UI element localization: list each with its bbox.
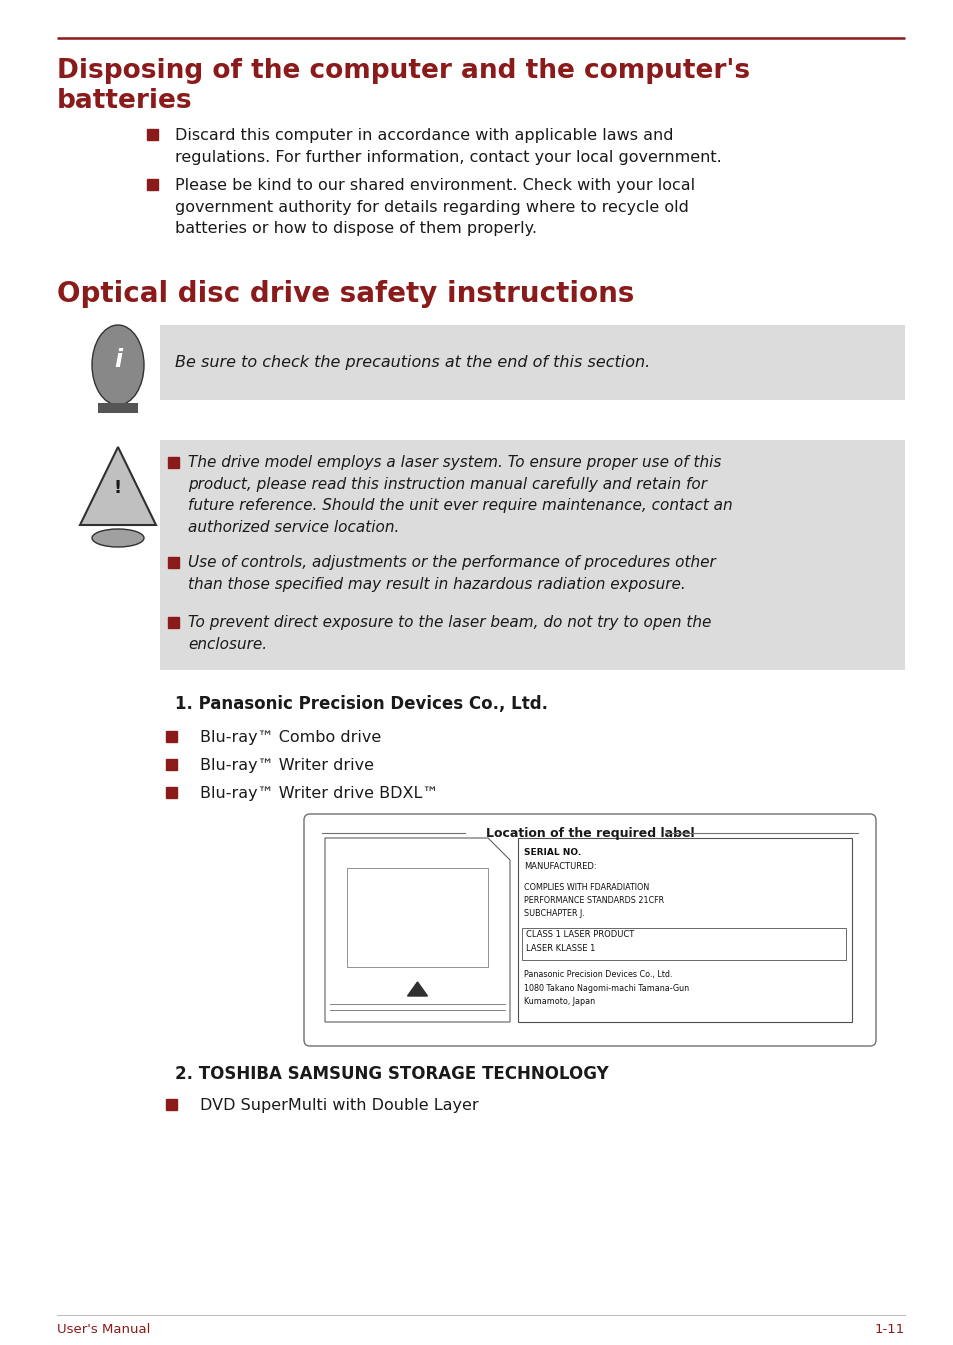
Text: User's Manual: User's Manual [57,1323,151,1336]
Bar [169,456,179,468]
Text: Blu-ray™ Writer drive: Blu-ray™ Writer drive [200,759,374,773]
Text: 1-11: 1-11 [874,1323,904,1336]
Polygon shape [325,838,510,1022]
Text: 1080 Takano Nagomi-machi Tamana-Gun: 1080 Takano Nagomi-machi Tamana-Gun [523,985,688,993]
Text: LASER KLASSE 1: LASER KLASSE 1 [525,944,595,954]
Text: batteries: batteries [57,87,193,114]
Text: Use of controls, adjustments or the performance of procedures other
than those s: Use of controls, adjustments or the perf… [188,555,715,592]
Text: 1. Panasonic Precision Devices Co., Ltd.: 1. Panasonic Precision Devices Co., Ltd. [174,695,547,713]
Text: Discard this computer in accordance with applicable laws and
regulations. For fu: Discard this computer in accordance with… [174,128,721,164]
Text: The drive model employs a laser system. To ensure proper use of this
product, pl: The drive model employs a laser system. … [188,455,732,535]
Bar [521,928,845,960]
Text: PERFORMANCE STANDARDS 21CFR: PERFORMANCE STANDARDS 21CFR [523,896,663,905]
Bar [160,440,904,670]
Bar [347,868,488,967]
Text: Panasonic Precision Devices Co., Ltd.: Panasonic Precision Devices Co., Ltd. [523,970,672,979]
Polygon shape [80,447,156,525]
Bar [167,787,177,798]
Text: !: ! [113,479,122,498]
Text: SUBCHAPTER J.: SUBCHAPTER J. [523,909,584,919]
Bar [160,325,904,399]
Text: i: i [113,348,122,373]
Bar [167,1099,177,1110]
Text: Location of the required label: Location of the required label [485,826,694,839]
Bar [98,404,138,413]
FancyBboxPatch shape [304,814,875,1046]
Text: SERIAL NO.: SERIAL NO. [523,847,580,857]
Ellipse shape [91,529,144,547]
Bar [167,759,177,769]
Bar [169,616,179,628]
Text: 2. TOSHIBA SAMSUNG STORAGE TECHNOLOGY: 2. TOSHIBA SAMSUNG STORAGE TECHNOLOGY [174,1065,608,1083]
Bar [517,838,851,1022]
Text: Disposing of the computer and the computer's: Disposing of the computer and the comput… [57,58,749,83]
Text: COMPLIES WITH FDARADIATION: COMPLIES WITH FDARADIATION [523,884,649,892]
Polygon shape [407,982,427,997]
Ellipse shape [91,325,144,405]
Text: Optical disc drive safety instructions: Optical disc drive safety instructions [57,280,634,308]
Bar [148,179,158,190]
Text: DVD SuperMulti with Double Layer: DVD SuperMulti with Double Layer [200,1098,478,1114]
Text: To prevent direct exposure to the laser beam, do not try to open the
enclosure.: To prevent direct exposure to the laser … [188,615,711,651]
Text: Please be kind to our shared environment. Check with your local
government autho: Please be kind to our shared environment… [174,178,695,237]
Bar [148,129,158,140]
Text: Blu-ray™ Writer drive BDXL™: Blu-ray™ Writer drive BDXL™ [200,785,438,802]
Bar [167,730,177,741]
Text: CLASS 1 LASER PRODUCT: CLASS 1 LASER PRODUCT [525,929,634,939]
Text: Kumamoto, Japan: Kumamoto, Japan [523,997,595,1006]
Text: Be sure to check the precautions at the end of this section.: Be sure to check the precautions at the … [174,355,650,370]
Text: Blu-ray™ Combo drive: Blu-ray™ Combo drive [200,730,381,745]
Text: MANUFACTURED:: MANUFACTURED: [523,862,596,872]
Bar [169,557,179,568]
